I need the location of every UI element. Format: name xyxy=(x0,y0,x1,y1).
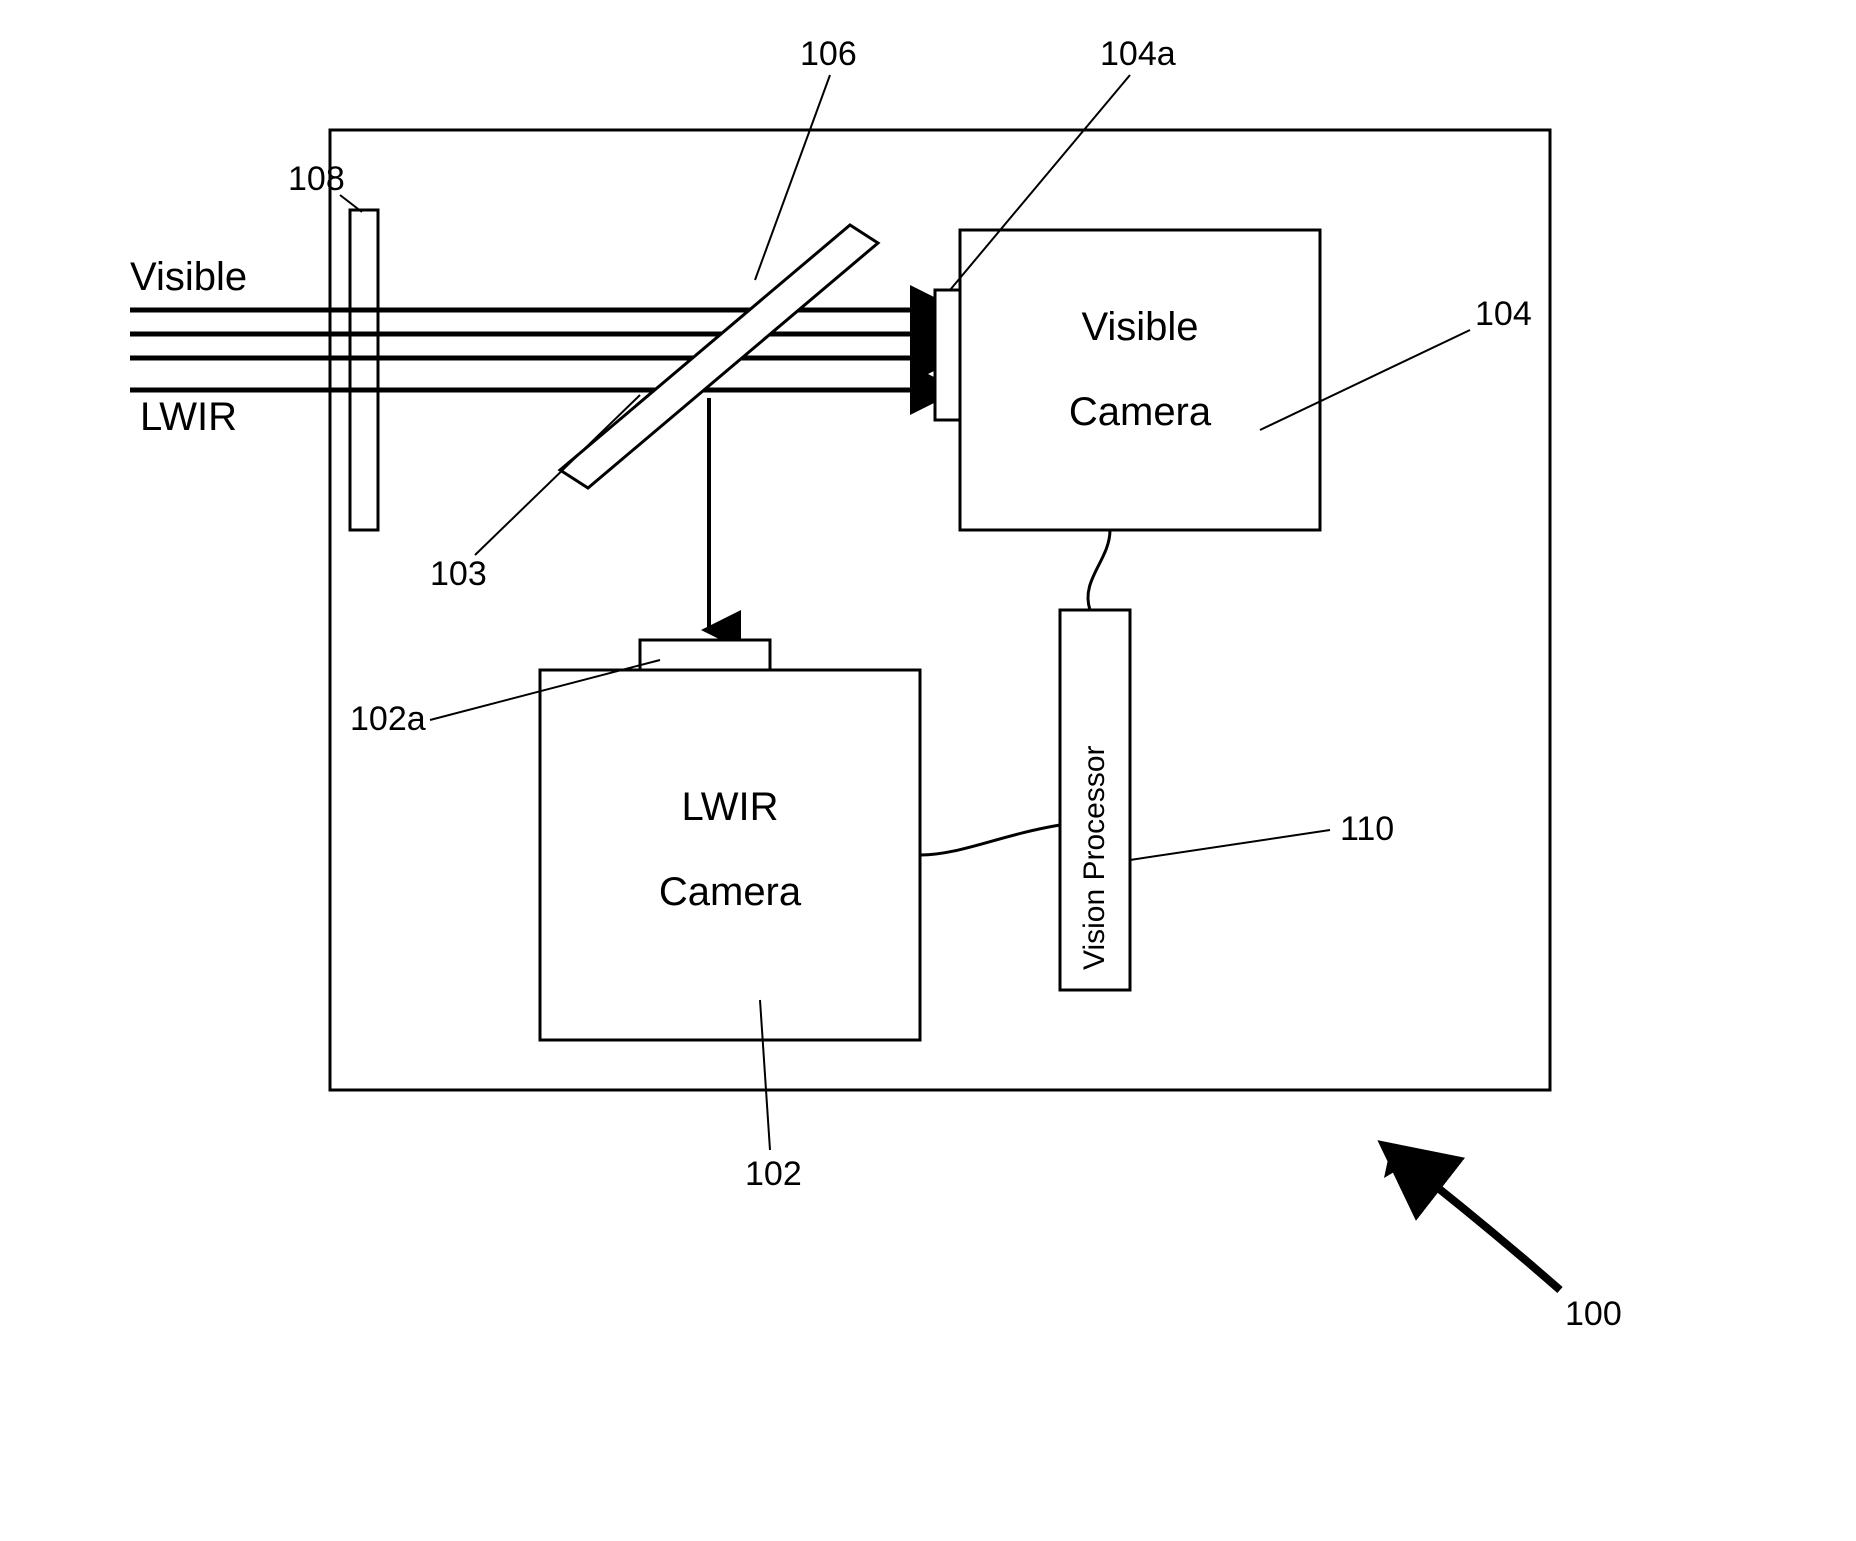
visible-camera-label-1: Visible xyxy=(960,305,1320,350)
cable-vis-to-vp xyxy=(1088,530,1110,610)
visible-camera-label-2: Camera xyxy=(960,390,1320,435)
label-visible-input: Visible xyxy=(130,255,247,300)
lwir-camera-block xyxy=(540,670,920,1040)
leader-106 xyxy=(755,75,830,280)
callout-102: 102 xyxy=(745,1155,802,1194)
diagram-canvas: Visible LWIR 106 104a 108 104 103 102a 1… xyxy=(0,0,1856,1541)
arrow-100 xyxy=(1390,1150,1560,1290)
callout-104a: 104a xyxy=(1100,35,1176,74)
visible-camera-block xyxy=(960,230,1320,530)
aperture-102a xyxy=(640,640,770,670)
leader-110 xyxy=(1130,830,1330,860)
callout-102a: 102a xyxy=(350,700,426,739)
callout-110: 110 xyxy=(1340,810,1394,849)
label-lwir-input: LWIR xyxy=(140,395,237,440)
callout-106: 106 xyxy=(800,35,857,74)
callout-103: 103 xyxy=(430,555,487,594)
lwir-camera-label-2: Camera xyxy=(540,870,920,915)
vision-processor-label: Vision Processor xyxy=(1078,745,1112,970)
aperture-104a xyxy=(935,290,960,420)
window-108 xyxy=(350,210,378,530)
leader-103 xyxy=(475,395,640,555)
callout-104: 104 xyxy=(1475,295,1532,334)
callout-100: 100 xyxy=(1565,1295,1622,1334)
enclosure-rect xyxy=(330,130,1550,1090)
lwir-camera-label-1: LWIR xyxy=(540,785,920,830)
callout-108: 108 xyxy=(288,160,345,199)
cable-lwir-to-vp xyxy=(920,825,1060,855)
